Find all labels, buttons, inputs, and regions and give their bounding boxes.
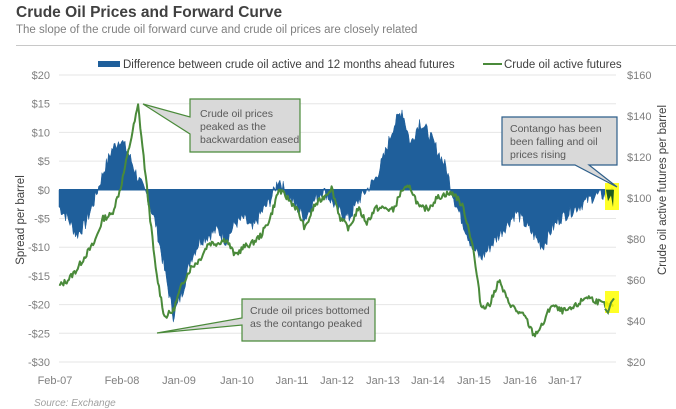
left-tick-label: -$5 [34,214,50,226]
right-tick-label: $140 [627,111,651,123]
callout-trough-line1: Crude oil prices bottomed [250,305,370,317]
x-tick-label: Jan-13 [366,375,400,387]
right-tick-label: $60 [627,275,645,287]
left-axis-ticks: $20 $15 $10 $5 $0 -$5 -$10 -$15 -$20 -$25 -$30 [28,70,50,369]
x-axis-ticks: Feb-07 Feb-08 Jan-09 Jan-10 Jan-11 Jan-12 Jan-… [38,375,582,387]
legend-label-price: Crude oil active futures [504,59,622,71]
left-axis-label: Spread per barrel [15,175,27,265]
x-tick-label: Jan-15 [457,375,491,387]
x-tick-label: Jan-12 [320,375,354,387]
header-divider [16,45,676,46]
x-tick-label: Jan-11 [276,375,309,387]
right-tick-label: $40 [627,316,645,328]
right-tick-label: $80 [627,234,645,246]
legend-swatch-spread [98,61,120,67]
callout-peak-line2: peaked as the [200,121,266,133]
callout-trough-line2: as the contango peaked [250,318,362,330]
callout-trough: Crude oil prices bottomed as the contang… [156,298,376,342]
gridlines [59,74,616,363]
x-tick-label: Jan-14 [411,375,445,387]
x-tick-label: Jan-09 [162,375,196,387]
left-tick-label: $10 [32,127,50,139]
callout-peak-line3: backwardation eased [200,134,299,146]
chart-title: Crude Oil Prices and Forward Curve [16,4,283,21]
legend: Difference between crude oil active and … [98,59,622,71]
left-tick-label: $20 [32,70,50,82]
price-line-layer [58,103,614,338]
callout-peak: Crude oil prices peaked as the backwarda… [142,98,301,153]
left-tick-label: -$25 [28,328,50,340]
right-axis-ticks: $160 $140 $120 $100 $80 $60 $40 $20 [627,70,651,369]
spread-tail [606,189,614,208]
callout-contango: Contango has been been falling and oil p… [501,116,618,188]
right-tick-label: $120 [627,152,651,164]
right-tick-label: $20 [627,357,645,369]
price-tail [604,297,615,316]
source-note: Source: Exchange [34,398,116,409]
x-tick-label: Jan-16 [503,375,537,387]
highlight-layer [604,183,619,316]
left-tick-label: -$15 [28,271,50,283]
x-tick-label: Jan-17 [548,375,582,387]
callout-contango-line2: been falling and oil [510,136,598,148]
right-tick-label: $160 [627,70,651,82]
left-tick-label: -$10 [28,242,50,254]
left-tick-label: $15 [32,99,50,111]
right-axis-label: Crude oil active futures per barrel [657,105,669,275]
chart-subtitle: The slope of the crude oil forward curve… [16,24,418,36]
callout-contango-line3: prices rising [510,149,566,161]
price-line [58,103,614,338]
x-tick-label: Jan-10 [220,375,254,387]
right-tick-label: $100 [627,193,651,205]
left-tick-label: $5 [38,156,50,168]
left-tick-label: $0 [38,185,50,197]
legend-label-spread: Difference between crude oil active and … [123,59,455,71]
left-tick-label: -$20 [28,300,50,312]
left-tick-label: -$30 [28,357,50,369]
x-tick-label: Feb-08 [105,375,140,387]
x-tick-label: Feb-07 [38,375,73,387]
callout-peak-line1: Crude oil prices [200,108,273,120]
callout-contango-line1: Contango has been [510,123,602,135]
